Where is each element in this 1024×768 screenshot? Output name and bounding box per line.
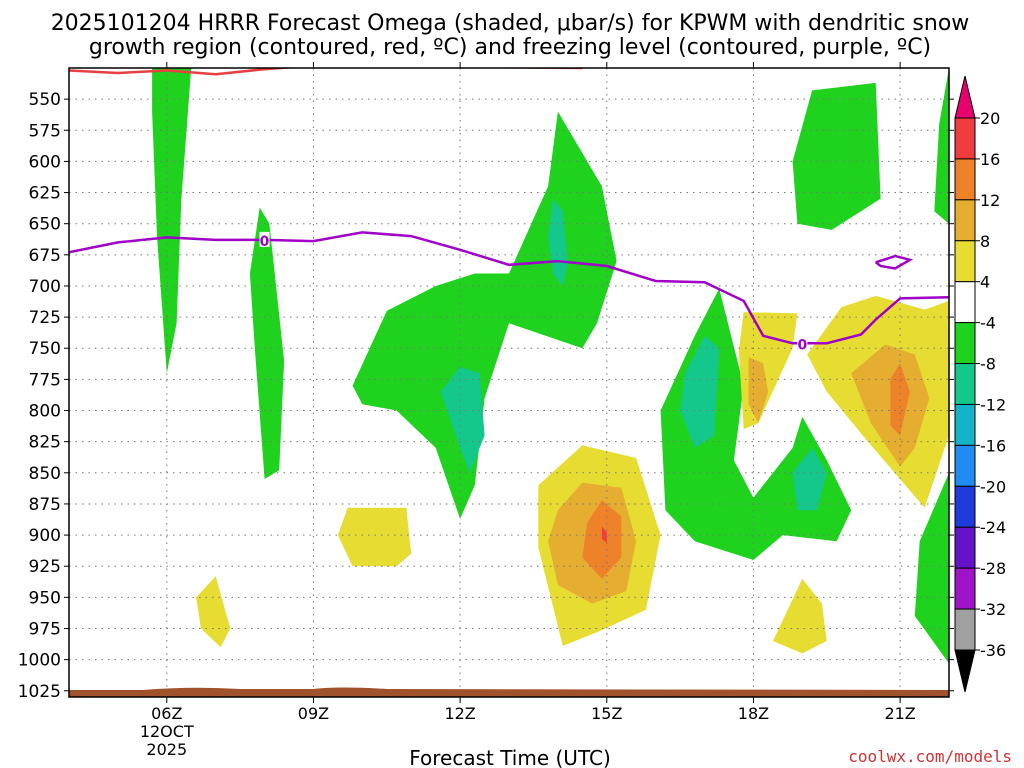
colorbar: 20 16 12 8 4 -4 -8 -12 -16 -20 -24 -28 -32 -36 bbox=[954, 75, 1006, 693]
colorbar-bin bbox=[954, 158, 976, 201]
omega-region bbox=[249, 207, 285, 479]
y-tick-label: 850 bbox=[29, 464, 61, 484]
omega-region bbox=[152, 68, 192, 374]
omega-region bbox=[890, 363, 910, 436]
omega-region bbox=[934, 68, 949, 224]
colorbar-label: -32 bbox=[980, 600, 1006, 619]
colorbar-label: -36 bbox=[980, 641, 1006, 660]
omega-region bbox=[548, 198, 568, 286]
colorbar-bin bbox=[954, 608, 976, 651]
colorbar-label: 4 bbox=[980, 273, 990, 292]
freezing-level-label: 0 bbox=[260, 234, 270, 250]
freezing-label-bg bbox=[259, 231, 270, 247]
plot-area: 00 bbox=[69, 68, 949, 697]
colorbar-label: -4 bbox=[980, 314, 996, 333]
terrain-fill bbox=[69, 687, 949, 697]
colorbar-bin bbox=[954, 649, 976, 693]
omega-region bbox=[773, 578, 827, 654]
colorbar-bin bbox=[954, 240, 976, 283]
colorbar-label: 12 bbox=[980, 191, 1000, 210]
colorbar-label: -20 bbox=[980, 477, 1006, 496]
colorbar-bin bbox=[954, 403, 976, 446]
dgz-contour-line bbox=[69, 68, 297, 76]
colorbar-bin bbox=[954, 526, 976, 569]
omega-region bbox=[582, 500, 622, 579]
y-tick-label: 1025 bbox=[18, 682, 61, 702]
x-axis-label: Forecast Time (UTC) bbox=[409, 746, 611, 768]
y-tick-label: 725 bbox=[29, 308, 61, 328]
y-tick-label: 825 bbox=[29, 433, 61, 453]
y-tick-label: 575 bbox=[29, 121, 61, 141]
freezing-level-label: 0 bbox=[797, 337, 807, 353]
omega-region bbox=[601, 526, 607, 543]
plot-clip-group: 00 bbox=[69, 68, 949, 697]
chart-title-line2: growth region (contoured, red, ºC) and f… bbox=[89, 35, 931, 60]
y-tick-label: 625 bbox=[29, 184, 61, 204]
y-tick-label: 650 bbox=[29, 215, 61, 235]
x-tick-label: 06Z bbox=[151, 704, 182, 723]
x-tick-label: 18Z bbox=[738, 704, 769, 723]
x-tick-date: 12OCT bbox=[140, 722, 194, 741]
colorbar-label: -16 bbox=[980, 436, 1006, 455]
omega-region bbox=[337, 507, 412, 567]
colorbar-bin bbox=[954, 444, 976, 487]
colorbar-label: -28 bbox=[980, 559, 1006, 578]
omega-region bbox=[440, 366, 485, 473]
colorbar-label: -24 bbox=[980, 518, 1006, 537]
y-tick-label: 875 bbox=[29, 495, 61, 515]
y-tick-label: 675 bbox=[29, 246, 61, 266]
x-tick-label: 21Z bbox=[884, 704, 915, 723]
credit-link[interactable]: coolwx.com/models bbox=[848, 747, 1012, 766]
omega-region bbox=[792, 447, 827, 511]
x-tick-label: 15Z bbox=[591, 704, 622, 723]
colorbar-bin bbox=[954, 567, 976, 610]
colorbar-label: 16 bbox=[980, 150, 1000, 169]
colorbar-bin bbox=[954, 199, 976, 242]
y-tick-label: 550 bbox=[29, 90, 61, 110]
colorbar-label: -8 bbox=[980, 355, 996, 374]
y-tick-label: 750 bbox=[29, 339, 61, 359]
y-tick-label: 600 bbox=[29, 152, 61, 172]
y-tick-label: 900 bbox=[29, 526, 61, 546]
y-tick-label: 700 bbox=[29, 277, 61, 297]
y-tick-label: 775 bbox=[29, 370, 61, 390]
y-tick-label: 925 bbox=[29, 557, 61, 577]
colorbar-bin bbox=[954, 363, 976, 405]
colorbar-label: 8 bbox=[980, 232, 990, 251]
omega-region bbox=[914, 472, 949, 664]
x-tick-year: 2025 bbox=[146, 740, 187, 759]
x-tick-label: 12Z bbox=[444, 704, 475, 723]
omega-region bbox=[792, 82, 881, 230]
plot-frame bbox=[68, 67, 950, 698]
x-tick-label: 09Z bbox=[298, 704, 329, 723]
omega-region bbox=[196, 576, 231, 648]
colorbar-bin bbox=[954, 281, 976, 324]
freezing-level-line bbox=[69, 231, 949, 345]
colorbar-bin bbox=[954, 485, 976, 528]
y-tick-label: 975 bbox=[29, 619, 61, 639]
y-tick-label: 1000 bbox=[18, 651, 61, 671]
axes: 550 575 600 625 650 675 700 725 750 775 800 825 850 8… bbox=[18, 62, 954, 759]
colorbar-bin bbox=[954, 322, 976, 365]
freezing-label-bg bbox=[797, 335, 808, 351]
chart-title-line1: 2025101204 HRRR Forecast Omega (shaded, … bbox=[51, 11, 970, 36]
y-tick-label: 950 bbox=[29, 588, 61, 608]
omega-region bbox=[352, 111, 617, 519]
omega-region bbox=[738, 312, 798, 430]
freezing-level-line bbox=[874, 254, 914, 270]
colorbar-label: 20 bbox=[980, 109, 1000, 128]
colorbar-bin bbox=[954, 75, 976, 119]
colorbar-bin bbox=[954, 117, 976, 160]
y-tick-label: 800 bbox=[29, 402, 61, 422]
colorbar-label: -12 bbox=[980, 395, 1006, 414]
omega-region bbox=[680, 335, 720, 448]
